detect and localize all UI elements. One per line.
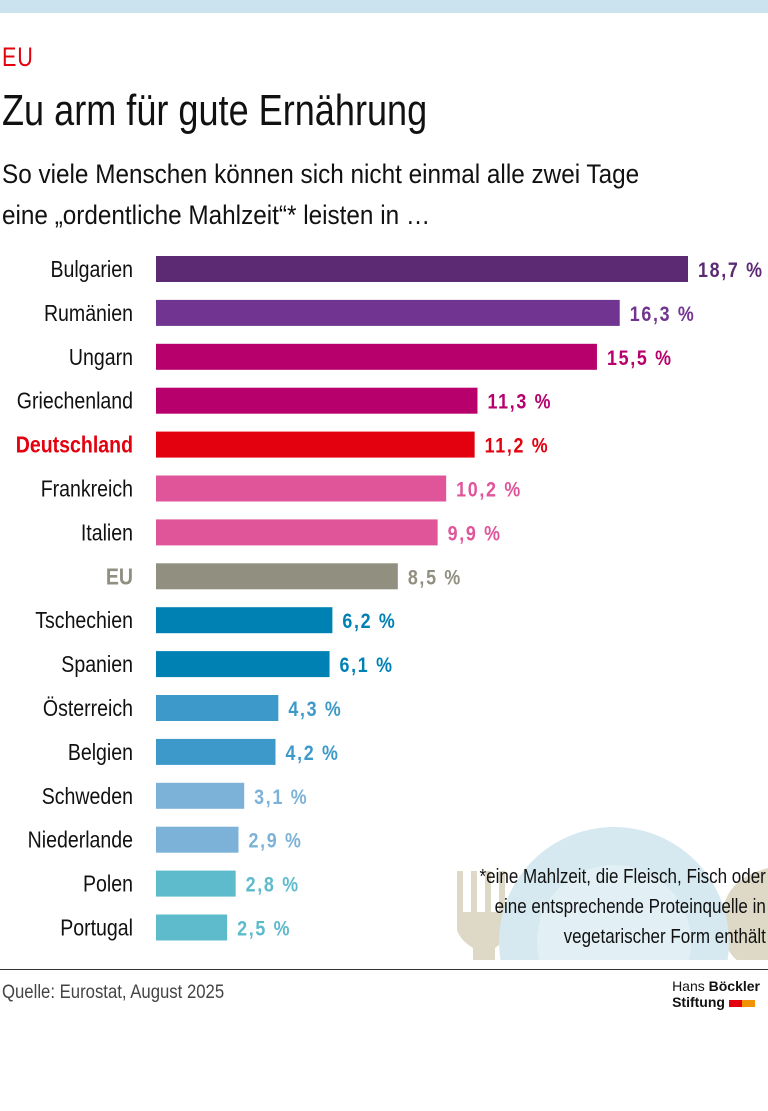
category-label: Frankreich (41, 476, 133, 502)
bar (156, 387, 478, 414)
bar (156, 914, 228, 941)
logo-text-stiftung: Stiftung (672, 994, 725, 1010)
footnote-line-2: eine entsprechende Proteinquelle in (494, 896, 766, 918)
bar (156, 299, 620, 326)
kicker: EU (2, 42, 34, 72)
category-label: EU (106, 564, 133, 590)
logo-mark-orange (741, 999, 755, 1007)
bar (156, 826, 239, 853)
subtitle-line-1: So viele Menschen können sich nicht einm… (2, 159, 640, 189)
logo-text-boeckler: Böckler (708, 978, 760, 994)
bar (156, 870, 236, 897)
bar (156, 256, 688, 282)
source: Quelle: Eurostat, August 2025 (2, 982, 225, 1003)
divider (0, 969, 768, 970)
bar-chart: Bulgarien 18,7 % Rumänien 16,3 % Ungarn 15,5 … (16, 256, 768, 960)
fork-icon (457, 871, 510, 960)
plate-inner (537, 865, 691, 960)
footnote: *eine Mahlzeit, die Fleisch, Fisch oder … (480, 862, 766, 952)
knife-icon (722, 868, 768, 960)
bar (156, 563, 398, 590)
value-label: 15,5 % (607, 346, 673, 370)
bar (156, 607, 333, 634)
category-label: Italien (81, 520, 133, 546)
value-label: 2,8 % (246, 873, 300, 897)
bar (156, 343, 597, 370)
bar (156, 782, 245, 809)
category-label: Spanien (61, 652, 133, 678)
value-label: 11,2 % (485, 434, 550, 458)
value-label: 2,5 % (237, 917, 291, 941)
bar (156, 475, 447, 502)
category-label: Griechenland (17, 388, 133, 414)
value-label: 16,3 % (630, 303, 696, 327)
plate-illustration (457, 827, 768, 960)
value-label: 3,1 % (254, 785, 308, 809)
category-label: Österreich (43, 696, 133, 722)
logo-text-hans: Hans (672, 978, 709, 994)
bar (156, 695, 279, 721)
chart-subtitle: So viele Menschen können sich nicht einm… (2, 154, 639, 236)
value-label: 2,9 % (249, 829, 303, 853)
category-label: Belgien (68, 739, 133, 765)
footnote-line-3: vegetarischer Form enthält (563, 926, 766, 948)
value-label: 11,3 % (487, 390, 552, 414)
footnote-line-1: *eine Mahlzeit, die Fleisch, Fisch oder (479, 866, 766, 888)
logo-mark-red (728, 999, 742, 1007)
hans-boeckler-logo: Hans Böckler Stiftung (672, 978, 760, 1010)
category-label: Ungarn (69, 344, 133, 370)
category-label: Niederlande (28, 827, 133, 853)
chart-title: Zu arm für gute Ernährung (2, 86, 428, 135)
bar (156, 651, 330, 678)
value-label: 6,2 % (342, 610, 396, 634)
value-label: 10,2 % (456, 478, 522, 502)
category-label: Portugal (60, 915, 133, 941)
value-label: 8,5 % (408, 566, 462, 590)
category-label: Tschechien (35, 608, 133, 634)
category-label: Bulgarien (50, 257, 133, 283)
category-label: Deutschland (16, 432, 133, 458)
value-label: 9,9 % (448, 522, 502, 546)
subtitle-line-2: eine „ordentliche Mahlzeit“* leisten in … (2, 200, 431, 230)
value-label: 4,2 % (285, 742, 339, 766)
value-label: 18,7 % (698, 259, 764, 283)
category-label: Polen (83, 871, 133, 897)
category-label: Rumänien (44, 300, 133, 326)
bar (156, 738, 276, 765)
bar (156, 431, 475, 458)
bar (156, 519, 438, 546)
top-bar (0, 0, 768, 13)
value-label: 6,1 % (340, 654, 394, 678)
category-label: Schweden (42, 783, 133, 809)
value-label: 4,3 % (288, 698, 342, 722)
